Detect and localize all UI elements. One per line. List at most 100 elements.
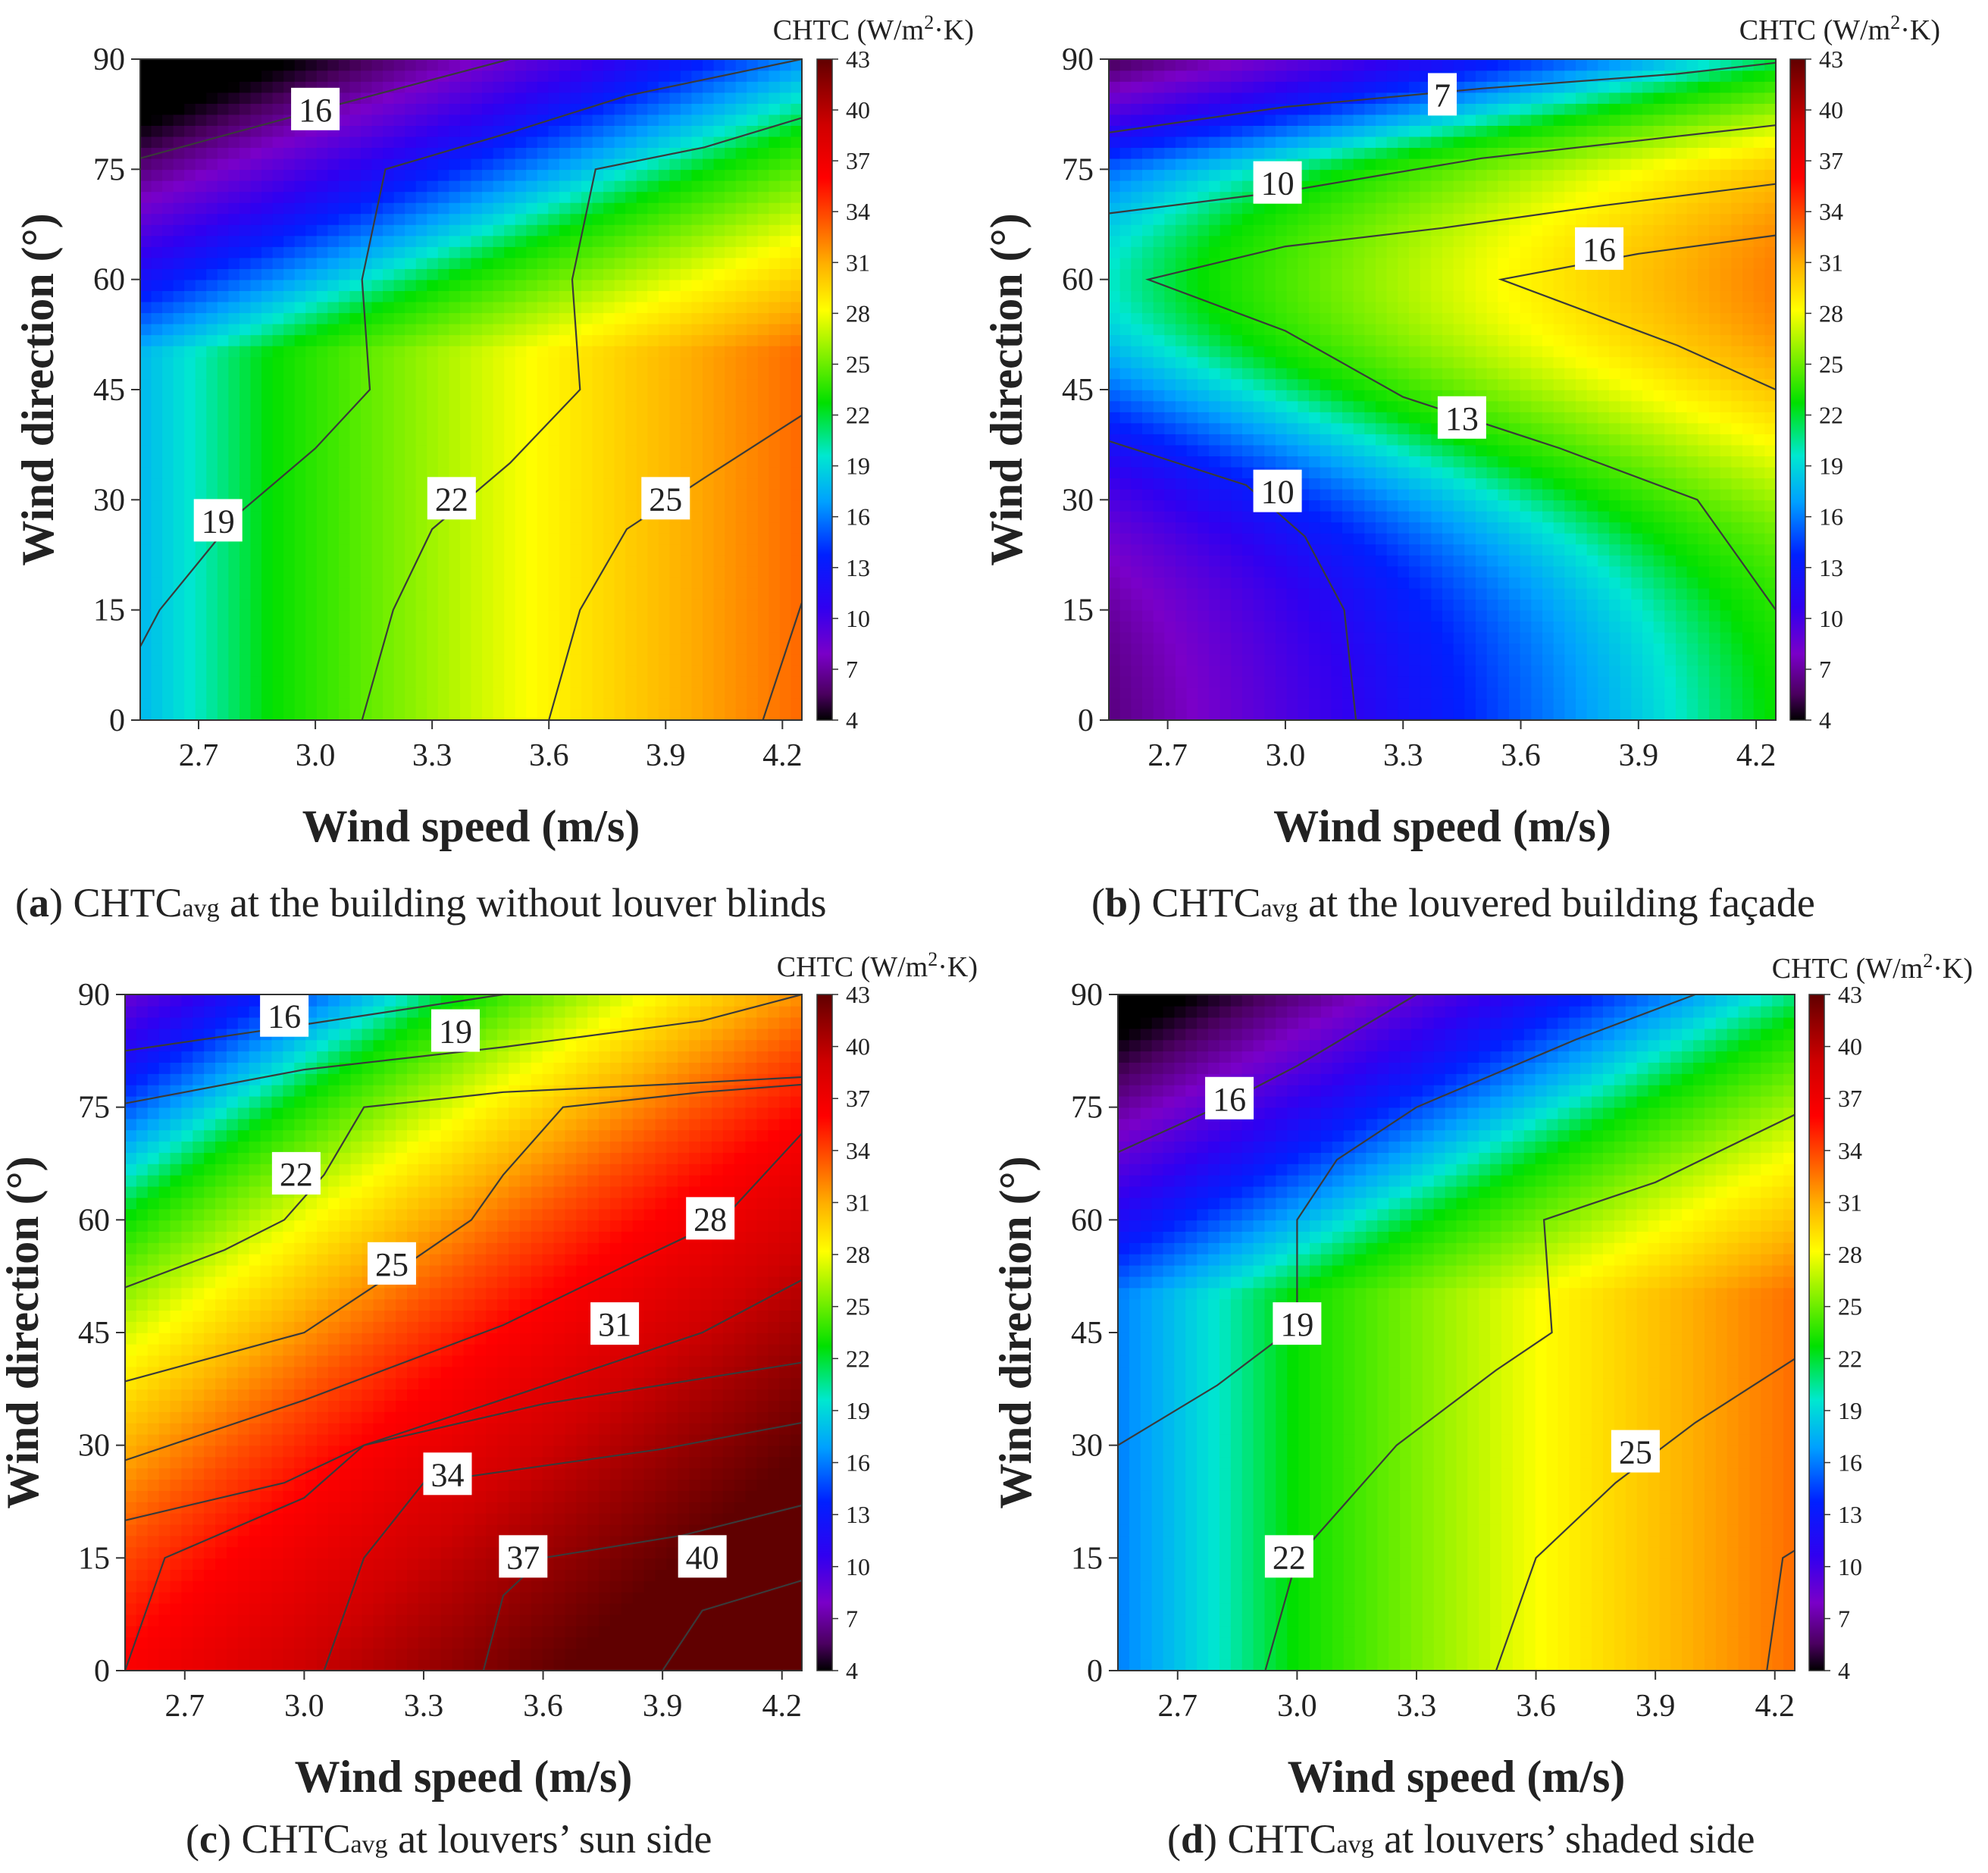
- heat-cell: [151, 301, 163, 314]
- heat-cell: [217, 147, 230, 159]
- heat-cell: [757, 687, 770, 699]
- heat-cell: [1131, 180, 1143, 193]
- heat-cell: [1276, 147, 1288, 159]
- heat-cell: [449, 599, 461, 611]
- heat-cell: [471, 125, 483, 137]
- heat-cell: [471, 246, 483, 258]
- heat-cell: [427, 609, 439, 622]
- heat-cell: [1342, 390, 1354, 402]
- heat-cell: [361, 587, 373, 600]
- heat-cell: [1320, 367, 1332, 380]
- heat-cell: [283, 543, 296, 556]
- heat-cell: [1119, 478, 1132, 490]
- heat-cell: [217, 378, 230, 390]
- heat-cell: [405, 136, 417, 149]
- heat-cell: [1142, 456, 1154, 468]
- heat-cell: [1142, 224, 1154, 236]
- heat-cell: [647, 356, 659, 368]
- heat-cell: [658, 434, 671, 446]
- heat-cell: [1209, 125, 1221, 137]
- heat-cell: [316, 543, 329, 556]
- heat-cell: [327, 444, 340, 456]
- heat-cell: [1242, 224, 1254, 236]
- heat-cell: [371, 290, 384, 302]
- heat-cell: [1153, 224, 1166, 236]
- heat-cell: [658, 136, 671, 149]
- heat-cell: [173, 92, 185, 104]
- heat-cell: [592, 697, 604, 710]
- heat-cell: [471, 279, 483, 291]
- heat-cell: [239, 224, 252, 236]
- heat-cell: [713, 687, 725, 699]
- heat-cell: [371, 412, 384, 424]
- heat-cell: [493, 599, 505, 611]
- heat-cell: [1309, 510, 1321, 523]
- heat-cell: [140, 422, 152, 434]
- heat-cell: [272, 434, 284, 446]
- heat-cell: [1342, 290, 1354, 302]
- heat-cell: [658, 279, 671, 291]
- heat-cell: [371, 235, 384, 247]
- heat-cell: [515, 697, 528, 710]
- heat-cell: [680, 532, 693, 545]
- heat-cell: [1276, 246, 1288, 258]
- heat-cell: [1164, 543, 1176, 556]
- heat-cell: [1131, 334, 1143, 346]
- heat-cell: [1286, 643, 1299, 655]
- heat-cell: [1131, 643, 1143, 655]
- heat-cell: [1219, 59, 1232, 71]
- heat-cell: [680, 378, 693, 390]
- heat-cell: [636, 180, 649, 193]
- heat-cell: [559, 334, 571, 346]
- heat-cell: [217, 555, 230, 567]
- heat-cell: [1197, 81, 1210, 93]
- heat-cell: [316, 653, 329, 666]
- heat-cell: [791, 555, 803, 567]
- heat-cell: [415, 367, 428, 380]
- heat-cell: [647, 246, 659, 258]
- heat-cell: [1276, 653, 1288, 666]
- heat-cell: [1164, 356, 1176, 368]
- heat-cell: [405, 709, 417, 721]
- heat-cell: [1342, 345, 1354, 358]
- heat-cell: [371, 246, 384, 258]
- heat-cell: [603, 565, 615, 578]
- heat-cell: [1109, 158, 1121, 171]
- heat-cell: [735, 434, 748, 446]
- heat-cell: [537, 92, 549, 104]
- heat-cell: [162, 125, 174, 137]
- heat-cell: [1119, 434, 1132, 446]
- heat-cell: [779, 334, 792, 346]
- heat-cell: [526, 70, 538, 82]
- heat-cell: [184, 378, 196, 390]
- heat-cell: [669, 92, 681, 104]
- heat-cell: [725, 147, 737, 159]
- heat-cell: [1242, 488, 1254, 501]
- heat-cell: [757, 367, 770, 380]
- heat-cell: [173, 345, 185, 358]
- heat-cell: [614, 268, 626, 280]
- heat-cell: [703, 521, 715, 534]
- heat-cell: [371, 631, 384, 644]
- heat-cell: [151, 434, 163, 446]
- heat-cell: [361, 312, 373, 324]
- heat-cell: [1264, 609, 1276, 622]
- heat-cell: [162, 235, 174, 247]
- heat-cell: [548, 312, 560, 324]
- heat-cell: [405, 444, 417, 456]
- heat-cell: [272, 246, 284, 258]
- heat-cell: [1131, 191, 1143, 203]
- heat-cell: [294, 257, 307, 269]
- heat-cell: [261, 653, 274, 666]
- heat-cell: [691, 510, 703, 523]
- heat-cell: [1342, 147, 1354, 159]
- heat-cell: [779, 180, 792, 193]
- heat-cell: [1320, 312, 1332, 324]
- heat-cell: [1276, 543, 1288, 556]
- heat-cell: [151, 103, 163, 115]
- heat-cell: [570, 500, 582, 512]
- heat-cell: [184, 466, 196, 479]
- heat-cell: [1197, 665, 1210, 677]
- heat-cell: [537, 136, 549, 149]
- heat-cell: [592, 323, 604, 336]
